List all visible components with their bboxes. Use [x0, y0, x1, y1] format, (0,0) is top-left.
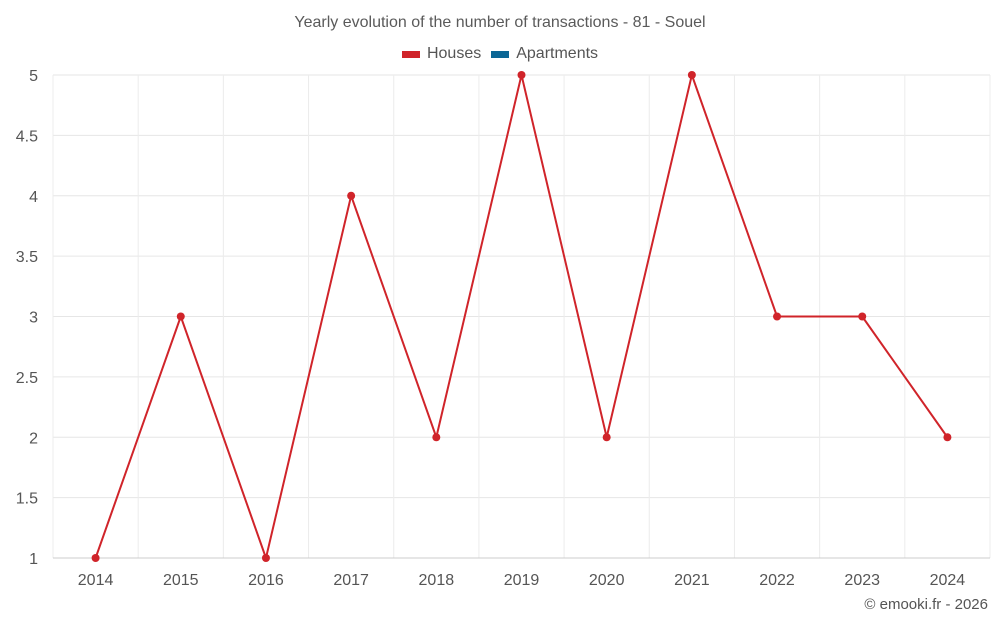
legend-label-houses: Houses [426, 45, 482, 62]
x-tick-label: 2017 [333, 572, 369, 589]
data-point-houses-2022[interactable] [773, 312, 782, 321]
x-tick-label: 2021 [674, 572, 710, 589]
chart-legend: Houses Apartments [0, 45, 1000, 63]
y-tick-label: 3 [29, 310, 38, 327]
data-point-houses-2018[interactable] [432, 433, 441, 442]
x-tick-label: 2024 [930, 572, 966, 589]
data-point-houses-2023[interactable] [858, 312, 867, 321]
y-tick-label: 4.5 [16, 128, 38, 145]
y-tick-label: 1 [29, 551, 38, 568]
chart-title: Yearly evolution of the number of transa… [294, 14, 706, 31]
legend-item-houses[interactable]: Houses [401, 45, 482, 63]
x-tick-label: 2019 [504, 572, 540, 589]
y-tick-label: 4 [29, 189, 38, 206]
x-tick-labels: 2014 2015 2016 2017 2018 2019 2020 2021 2022 2023… [78, 572, 966, 589]
data-point-houses-2021[interactable] [687, 71, 696, 79]
y-tick-label: 3.5 [16, 249, 38, 266]
data-series [91, 71, 952, 562]
legend-swatch-houses [401, 50, 420, 58]
grid-lines [52, 74, 991, 558]
data-point-houses-2020[interactable] [602, 433, 611, 442]
x-tick-label: 2022 [759, 572, 795, 589]
x-tick-label: 2015 [163, 572, 199, 589]
legend-label-apartments: Apartments [516, 45, 599, 62]
x-tick-label: 2023 [844, 572, 880, 589]
data-point-houses-2019[interactable] [517, 71, 526, 79]
x-tick-label: 2018 [419, 572, 455, 589]
y-tick-label: 2 [29, 430, 38, 447]
data-point-houses-2016[interactable] [261, 554, 270, 562]
y-tick-label: 1.5 [16, 491, 38, 508]
copyright-credit: © emooki.fr - 2026 [864, 596, 988, 613]
data-point-houses-2015[interactable] [176, 312, 185, 321]
x-tick-label: 2014 [78, 572, 114, 589]
y-tick-label: 2.5 [16, 370, 38, 387]
y-tick-label: 5 [29, 68, 38, 85]
data-point-houses-2014[interactable] [91, 554, 100, 562]
x-tick-label: 2016 [248, 572, 284, 589]
data-point-houses-2024[interactable] [943, 433, 952, 442]
data-point-houses-2017[interactable] [347, 191, 356, 200]
y-tick-labels: 1 1.5 2 2.5 3 3.5 4 4.5 5 [16, 68, 38, 568]
x-tick-label: 2020 [589, 572, 625, 589]
legend-swatch-apartments [491, 50, 510, 58]
legend-item-apartments[interactable]: Apartments [491, 45, 598, 63]
